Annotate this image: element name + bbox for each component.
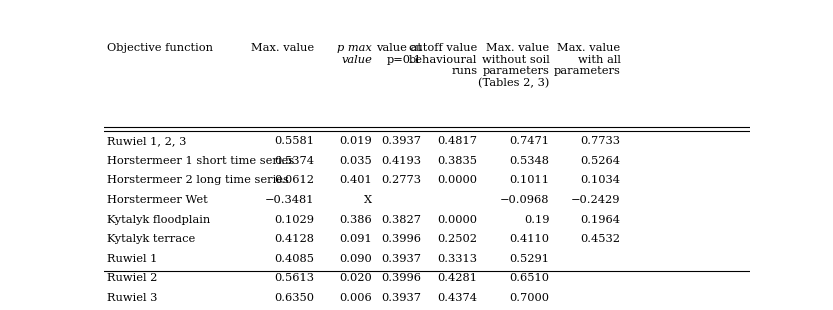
Text: 0.4281: 0.4281 <box>437 273 477 283</box>
Text: 0.19: 0.19 <box>524 215 550 224</box>
Text: Objective function: Objective function <box>107 43 213 53</box>
Text: 0.5581: 0.5581 <box>274 136 314 146</box>
Text: Ruwiel 2: Ruwiel 2 <box>107 273 157 283</box>
Text: 0.3937: 0.3937 <box>382 293 421 303</box>
Text: cutoff value
behavioural
runs: cutoff value behavioural runs <box>409 43 477 76</box>
Text: 0.1029: 0.1029 <box>274 215 314 224</box>
Text: 0.4128: 0.4128 <box>274 234 314 244</box>
Text: Kytalyk terrace: Kytalyk terrace <box>107 234 196 244</box>
Text: 0.006: 0.006 <box>339 293 372 303</box>
Text: X: X <box>364 195 372 205</box>
Text: 0.019: 0.019 <box>339 136 372 146</box>
Text: 0.020: 0.020 <box>339 273 372 283</box>
Text: Horstermeer 2 long time series: Horstermeer 2 long time series <box>107 175 289 185</box>
Text: 0.401: 0.401 <box>339 175 372 185</box>
Text: 0.1034: 0.1034 <box>581 175 621 185</box>
Text: 0.091: 0.091 <box>339 234 372 244</box>
Text: 0.3996: 0.3996 <box>382 273 421 283</box>
Text: 0.7000: 0.7000 <box>510 293 550 303</box>
Text: 0.5613: 0.5613 <box>274 273 314 283</box>
Text: 0.4817: 0.4817 <box>437 136 477 146</box>
Text: p max
value: p max value <box>337 43 372 65</box>
Text: 0.7733: 0.7733 <box>581 136 621 146</box>
Text: 0.035: 0.035 <box>339 156 372 166</box>
Text: 0.3827: 0.3827 <box>382 215 421 224</box>
Text: Max. value
with all
parameters: Max. value with all parameters <box>554 43 621 76</box>
Text: 0.5264: 0.5264 <box>581 156 621 166</box>
Text: −0.3481: −0.3481 <box>264 195 314 205</box>
Text: Ruwiel 1: Ruwiel 1 <box>107 254 157 264</box>
Text: Horstermeer 1 short time series: Horstermeer 1 short time series <box>107 156 295 166</box>
Text: 0.5374: 0.5374 <box>274 156 314 166</box>
Text: Max. value
without soil
parameters
(Tables 2, 3): Max. value without soil parameters (Tabl… <box>478 43 550 88</box>
Text: Ruwiel 1, 2, 3: Ruwiel 1, 2, 3 <box>107 136 187 146</box>
Text: Horstermeer Wet: Horstermeer Wet <box>107 195 208 205</box>
Text: 0.2773: 0.2773 <box>382 175 421 185</box>
Text: Max. value: Max. value <box>251 43 314 53</box>
Text: 0.3835: 0.3835 <box>437 156 477 166</box>
Text: 0.0000: 0.0000 <box>437 175 477 185</box>
Text: 0.6510: 0.6510 <box>510 273 550 283</box>
Text: 0.5348: 0.5348 <box>510 156 550 166</box>
Text: 0.7471: 0.7471 <box>510 136 550 146</box>
Text: 0.3313: 0.3313 <box>437 254 477 264</box>
Text: 0.4193: 0.4193 <box>382 156 421 166</box>
Text: 0.1011: 0.1011 <box>510 175 550 185</box>
Text: value at
p=0.1: value at p=0.1 <box>376 43 421 65</box>
Text: Ruwiel 3: Ruwiel 3 <box>107 293 157 303</box>
Text: 0.3937: 0.3937 <box>382 254 421 264</box>
Text: 0.3996: 0.3996 <box>382 234 421 244</box>
Text: 0.4085: 0.4085 <box>274 254 314 264</box>
Text: Kytalyk floodplain: Kytalyk floodplain <box>107 215 211 224</box>
Text: 0.4532: 0.4532 <box>581 234 621 244</box>
Text: 0.4374: 0.4374 <box>437 293 477 303</box>
Text: −0.0968: −0.0968 <box>500 195 550 205</box>
Text: −0.2429: −0.2429 <box>571 195 621 205</box>
Text: 0.6350: 0.6350 <box>274 293 314 303</box>
Text: 0.090: 0.090 <box>339 254 372 264</box>
Text: 0.0000: 0.0000 <box>437 215 477 224</box>
Text: 0.386: 0.386 <box>339 215 372 224</box>
Text: 0.1964: 0.1964 <box>581 215 621 224</box>
Text: 0.0612: 0.0612 <box>274 175 314 185</box>
Text: 0.5291: 0.5291 <box>510 254 550 264</box>
Text: 0.4110: 0.4110 <box>510 234 550 244</box>
Text: 0.3937: 0.3937 <box>382 136 421 146</box>
Text: 0.2502: 0.2502 <box>437 234 477 244</box>
